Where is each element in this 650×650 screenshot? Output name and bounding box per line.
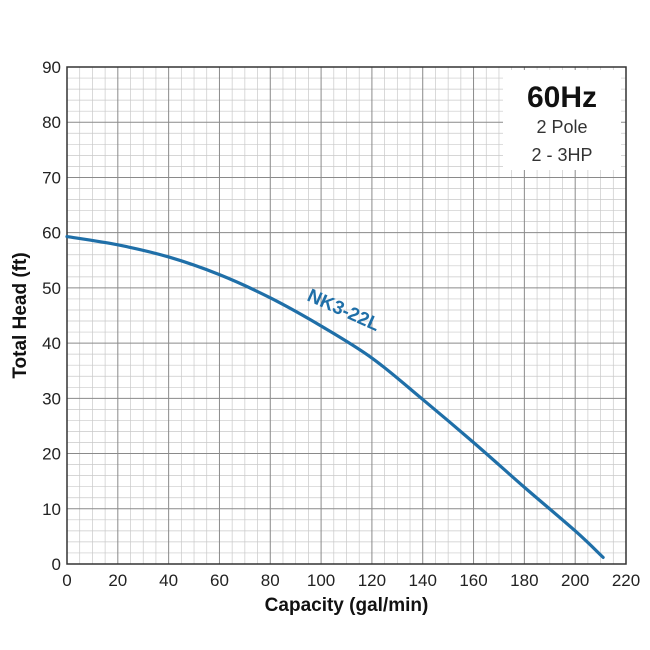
x-tick-label: 160 [459,571,487,590]
y-tick-label: 80 [42,113,61,132]
x-tick-label: 20 [108,571,127,590]
x-tick-label: 80 [261,571,280,590]
major-grid [66,66,627,565]
y-tick-label: 50 [42,279,61,298]
x-tick-label: 100 [307,571,335,590]
x-tick-label: 60 [210,571,229,590]
x-tick-label: 200 [561,571,589,590]
series-label-nk3-22l: NK3-22L [304,285,383,336]
plot-frame [66,66,627,565]
info-pole: 2 Pole [536,117,587,137]
x-tick-label: 120 [358,571,386,590]
info-title: 60Hz [527,81,597,114]
y-tick-label: 30 [42,389,61,408]
minor-grid [67,67,626,564]
y-tick-labels: 0 10 20 30 40 50 60 70 80 90 [42,58,61,574]
series-line-nk3-22l [65,234,605,559]
y-tick-label: 90 [42,58,61,77]
y-tick-label: 10 [42,500,61,519]
x-tick-labels: 0 20 40 60 80 100 120 140 160 180 200 220 [62,571,640,590]
x-tick-label: 220 [612,571,640,590]
y-tick-label: 40 [42,334,61,353]
y-axis-title: Total Head (ft) [10,252,31,378]
x-tick-label: 0 [62,571,71,590]
x-tick-label: 40 [159,571,178,590]
x-axis-title: Capacity (gal/min) [265,595,429,616]
y-tick-label: 20 [42,445,61,464]
x-tick-label: 180 [510,571,538,590]
y-tick-label: 70 [42,168,61,187]
y-tick-label: 60 [42,224,61,243]
info-box: 60Hz 2 Pole 2 - 3HP [503,70,621,170]
info-horsepower: 2 - 3HP [531,145,592,165]
info-box-background [503,70,621,170]
x-tick-label: 140 [409,571,437,590]
y-tick-label: 0 [52,555,61,574]
